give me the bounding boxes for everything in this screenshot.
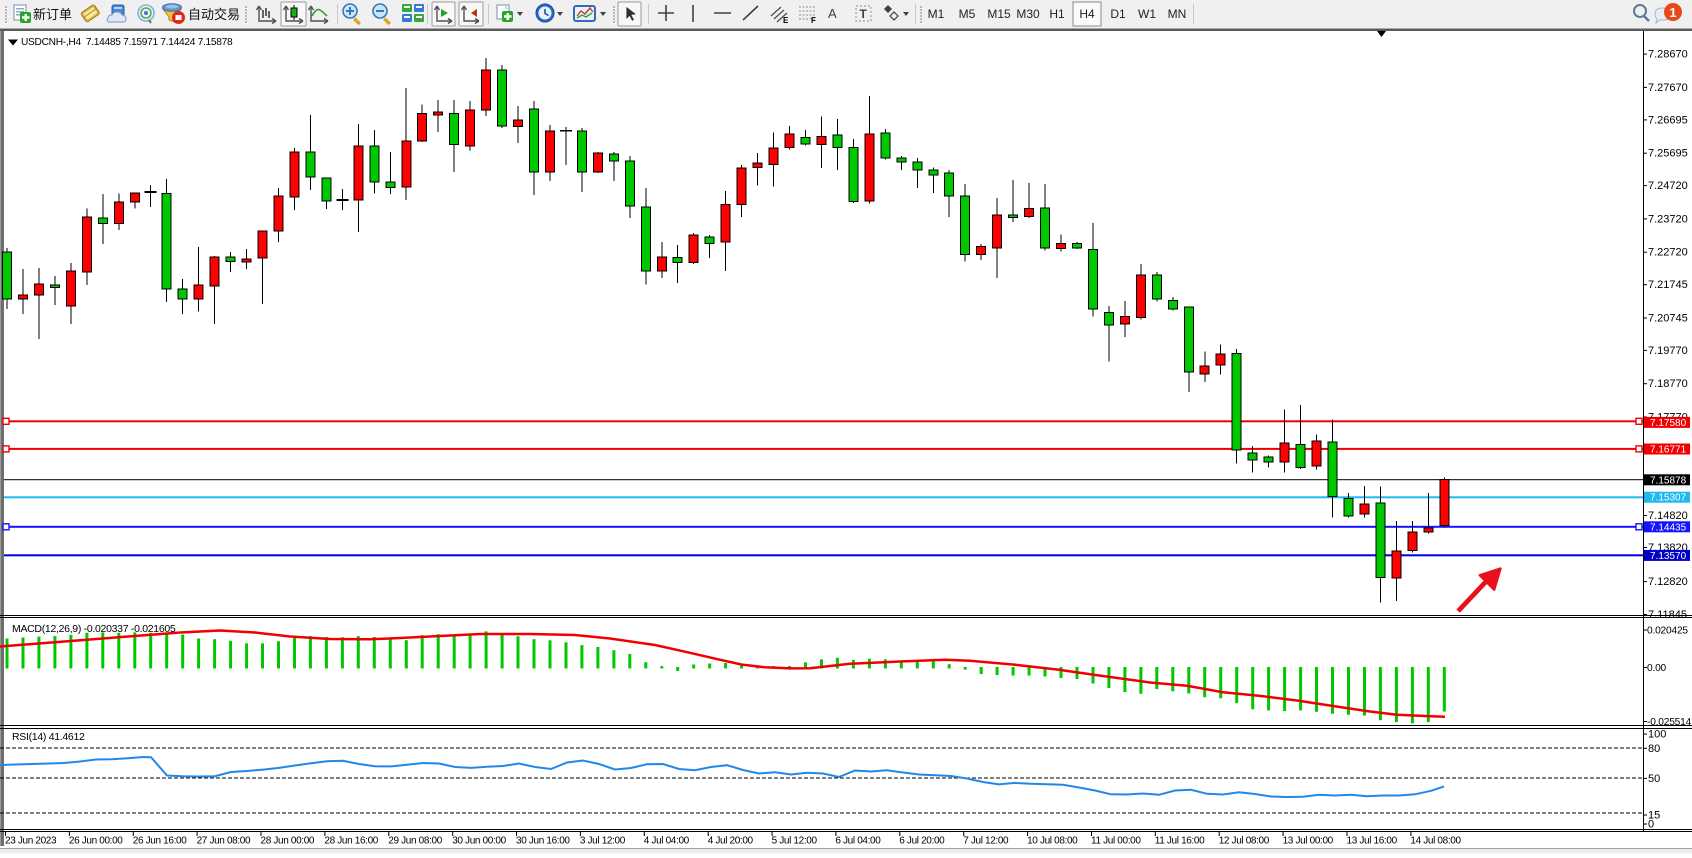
svg-text:4 Jul 20:00: 4 Jul 20:00 xyxy=(708,836,754,847)
svg-text:7.28670: 7.28670 xyxy=(1648,49,1688,61)
svg-text:30 Jun 16:00: 30 Jun 16:00 xyxy=(516,836,570,847)
svg-text:7.15307: 7.15307 xyxy=(1650,493,1687,504)
svg-text:7.19770: 7.19770 xyxy=(1648,345,1688,357)
svg-text:T: T xyxy=(860,7,868,21)
svg-text:6 Jul 04:00: 6 Jul 04:00 xyxy=(835,836,881,847)
svg-text:0.020425: 0.020425 xyxy=(1647,626,1688,637)
svg-text:10 Jul 08:00: 10 Jul 08:00 xyxy=(1027,836,1078,847)
svg-text:7.13570: 7.13570 xyxy=(1650,551,1687,562)
svg-text:7.26695: 7.26695 xyxy=(1648,114,1688,126)
svg-text:F: F xyxy=(811,16,816,25)
svg-text:5 Jul 12:00: 5 Jul 12:00 xyxy=(772,836,818,847)
svg-text:自动交易: 自动交易 xyxy=(188,7,240,22)
svg-text:13 Jul 16:00: 13 Jul 16:00 xyxy=(1347,836,1398,847)
svg-text:27 Jun 08:00: 27 Jun 08:00 xyxy=(197,836,251,847)
svg-text:30 Jun 00:00: 30 Jun 00:00 xyxy=(452,836,506,847)
svg-text:W1: W1 xyxy=(1138,7,1156,21)
svg-text:6 Jul 20:00: 6 Jul 20:00 xyxy=(899,836,945,847)
svg-text:7.14435: 7.14435 xyxy=(1650,522,1687,533)
svg-text:50: 50 xyxy=(1648,773,1660,785)
svg-text:7.14820: 7.14820 xyxy=(1648,510,1688,522)
svg-text:7.15878: 7.15878 xyxy=(1650,475,1687,486)
svg-text:4 Jul 04:00: 4 Jul 04:00 xyxy=(644,836,690,847)
svg-text:M5: M5 xyxy=(959,7,976,21)
svg-text:0.00: 0.00 xyxy=(1647,663,1667,674)
svg-text:80: 80 xyxy=(1648,743,1660,755)
svg-text:7.25695: 7.25695 xyxy=(1648,148,1688,160)
svg-text:7.18770: 7.18770 xyxy=(1648,378,1688,390)
svg-text:7.20745: 7.20745 xyxy=(1648,313,1688,325)
svg-text:28 Jun 16:00: 28 Jun 16:00 xyxy=(324,836,378,847)
svg-text:7.21745: 7.21745 xyxy=(1648,279,1688,291)
svg-text:26 Jun 16:00: 26 Jun 16:00 xyxy=(133,836,187,847)
svg-text:7.11845: 7.11845 xyxy=(1648,609,1687,621)
svg-text:D1: D1 xyxy=(1110,7,1126,21)
svg-text:3 Jul 12:00: 3 Jul 12:00 xyxy=(580,836,626,847)
svg-text:USDCNH-,H4 7.14485 7.15971 7.: USDCNH-,H4 7.14485 7.15971 7.14424 7.158… xyxy=(21,37,233,48)
svg-text:11 Jul 16:00: 11 Jul 16:00 xyxy=(1155,836,1205,847)
svg-text:29 Jun 08:00: 29 Jun 08:00 xyxy=(388,836,442,847)
svg-text:14 Jul 08:00: 14 Jul 08:00 xyxy=(1410,836,1461,847)
svg-text:7.22720: 7.22720 xyxy=(1648,247,1688,259)
svg-text:7.23720: 7.23720 xyxy=(1648,213,1688,225)
svg-text:0: 0 xyxy=(1648,819,1654,831)
svg-text:M30: M30 xyxy=(1016,7,1040,21)
svg-text:7 Jul 12:00: 7 Jul 12:00 xyxy=(963,836,1009,847)
svg-text:7.17580: 7.17580 xyxy=(1650,418,1687,429)
svg-text:RSI(14) 41.4612: RSI(14) 41.4612 xyxy=(12,731,85,743)
svg-text:H1: H1 xyxy=(1049,7,1065,21)
svg-text:E: E xyxy=(783,16,789,25)
svg-text:-0.025514: -0.025514 xyxy=(1647,717,1692,728)
svg-text:新订单: 新订单 xyxy=(33,7,72,22)
svg-text:11 Jul 00:00: 11 Jul 00:00 xyxy=(1091,836,1141,847)
svg-text:7.16771: 7.16771 xyxy=(1650,445,1687,456)
svg-text:13 Jul 00:00: 13 Jul 00:00 xyxy=(1283,836,1334,847)
svg-text:23 Jun 2023: 23 Jun 2023 xyxy=(5,836,57,847)
svg-text:28 Jun 00:00: 28 Jun 00:00 xyxy=(261,836,315,847)
svg-text:M15: M15 xyxy=(987,7,1011,21)
svg-text:1: 1 xyxy=(1669,5,1676,20)
svg-text:A: A xyxy=(828,6,837,21)
svg-text:100: 100 xyxy=(1648,729,1666,741)
svg-text:12 Jul 08:00: 12 Jul 08:00 xyxy=(1219,836,1270,847)
svg-text:MN: MN xyxy=(1168,7,1187,21)
svg-text:MACD(12,26,9) -0.020337 -0.021: MACD(12,26,9) -0.020337 -0.021605 xyxy=(12,623,176,635)
svg-text:H4: H4 xyxy=(1079,7,1095,21)
svg-text:7.12820: 7.12820 xyxy=(1648,576,1688,588)
svg-text:7.27670: 7.27670 xyxy=(1648,82,1688,94)
svg-text:15: 15 xyxy=(1648,810,1660,822)
svg-text:26 Jun 00:00: 26 Jun 00:00 xyxy=(69,836,123,847)
svg-text:7.24720: 7.24720 xyxy=(1648,180,1688,192)
svg-text:M1: M1 xyxy=(928,7,945,21)
